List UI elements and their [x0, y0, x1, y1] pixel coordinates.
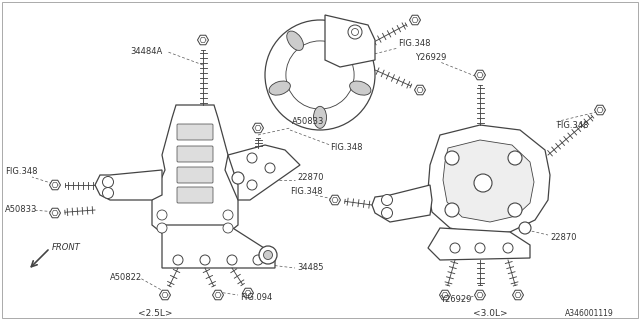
- Polygon shape: [513, 290, 524, 300]
- Text: Y26929: Y26929: [415, 53, 446, 62]
- Circle shape: [475, 243, 485, 253]
- Circle shape: [348, 25, 362, 39]
- Polygon shape: [228, 145, 300, 200]
- Polygon shape: [212, 290, 223, 300]
- Circle shape: [381, 207, 392, 219]
- Circle shape: [253, 255, 263, 265]
- Polygon shape: [428, 125, 550, 235]
- Text: A50833: A50833: [5, 205, 37, 214]
- Polygon shape: [95, 170, 162, 200]
- Circle shape: [223, 223, 233, 233]
- Polygon shape: [162, 225, 275, 268]
- Text: FIG.094: FIG.094: [240, 293, 272, 302]
- Circle shape: [445, 203, 459, 217]
- Polygon shape: [49, 180, 61, 190]
- Text: 34484A: 34484A: [130, 47, 163, 57]
- Polygon shape: [440, 290, 451, 300]
- Polygon shape: [152, 105, 238, 238]
- Text: A50833: A50833: [292, 117, 324, 126]
- Polygon shape: [49, 208, 61, 218]
- Circle shape: [102, 188, 113, 198]
- Circle shape: [223, 210, 233, 220]
- Polygon shape: [595, 105, 605, 115]
- Circle shape: [508, 151, 522, 165]
- Circle shape: [519, 222, 531, 234]
- Polygon shape: [159, 290, 170, 300]
- Polygon shape: [325, 15, 375, 67]
- Text: Y26929: Y26929: [440, 295, 472, 305]
- FancyBboxPatch shape: [177, 124, 213, 140]
- Circle shape: [474, 174, 492, 192]
- Polygon shape: [443, 140, 534, 222]
- FancyBboxPatch shape: [177, 167, 213, 183]
- Text: 22870: 22870: [297, 173, 323, 182]
- Text: <3.0L>: <3.0L>: [473, 308, 508, 317]
- Polygon shape: [253, 123, 264, 133]
- Circle shape: [227, 255, 237, 265]
- FancyBboxPatch shape: [177, 146, 213, 162]
- Circle shape: [247, 153, 257, 163]
- Circle shape: [259, 246, 277, 264]
- Circle shape: [503, 243, 513, 253]
- Polygon shape: [474, 70, 486, 80]
- Circle shape: [265, 20, 375, 130]
- Circle shape: [232, 172, 244, 184]
- Text: FIG.348: FIG.348: [330, 143, 362, 153]
- Ellipse shape: [314, 106, 326, 128]
- Text: FIG.348: FIG.348: [556, 121, 589, 130]
- Polygon shape: [415, 85, 426, 95]
- FancyBboxPatch shape: [177, 187, 213, 203]
- Ellipse shape: [349, 81, 371, 95]
- Circle shape: [173, 255, 183, 265]
- Text: FIG.348: FIG.348: [398, 38, 431, 47]
- Polygon shape: [330, 195, 340, 205]
- Polygon shape: [372, 185, 432, 222]
- Polygon shape: [410, 15, 420, 25]
- Circle shape: [286, 41, 354, 109]
- Ellipse shape: [287, 31, 303, 51]
- Circle shape: [445, 151, 459, 165]
- Text: FIG.348: FIG.348: [5, 167, 38, 177]
- Polygon shape: [198, 35, 209, 45]
- Polygon shape: [428, 228, 530, 260]
- Circle shape: [265, 163, 275, 173]
- Circle shape: [450, 243, 460, 253]
- Circle shape: [102, 177, 113, 188]
- Text: A50822: A50822: [110, 274, 142, 283]
- Circle shape: [157, 210, 167, 220]
- Text: A346001119: A346001119: [565, 308, 614, 317]
- Ellipse shape: [337, 31, 353, 51]
- Text: 34485: 34485: [297, 263, 323, 273]
- Polygon shape: [243, 288, 253, 298]
- Circle shape: [157, 223, 167, 233]
- Text: <2.5L>: <2.5L>: [138, 308, 172, 317]
- Circle shape: [381, 195, 392, 205]
- Circle shape: [264, 251, 273, 260]
- Text: 22870: 22870: [550, 233, 577, 242]
- Polygon shape: [474, 290, 486, 300]
- Ellipse shape: [269, 81, 291, 95]
- Circle shape: [247, 180, 257, 190]
- Circle shape: [508, 203, 522, 217]
- Circle shape: [200, 255, 210, 265]
- Text: FRONT: FRONT: [52, 244, 81, 252]
- Text: FIG.348: FIG.348: [290, 188, 323, 196]
